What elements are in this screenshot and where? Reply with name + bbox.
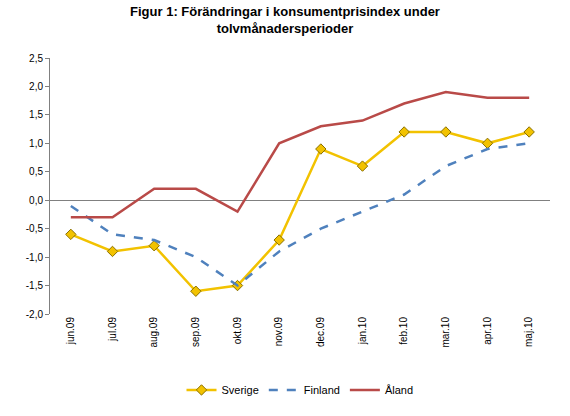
svg-text:Sverige: Sverige <box>222 384 259 396</box>
svg-text:1,5: 1,5 <box>29 109 43 120</box>
svg-text:jun.09: jun.09 <box>65 317 76 346</box>
svg-text:feb.10: feb.10 <box>398 317 409 345</box>
svg-text:Åland: Åland <box>385 384 413 396</box>
svg-text:jul.09: jul.09 <box>107 317 118 342</box>
svg-text:-1,5: -1,5 <box>26 280 44 291</box>
svg-text:0,0: 0,0 <box>29 195 43 206</box>
svg-text:maj.10: maj.10 <box>523 317 534 347</box>
svg-text:1,0: 1,0 <box>29 138 43 149</box>
svg-text:aug.09: aug.09 <box>148 317 159 348</box>
svg-text:okt.09: okt.09 <box>232 317 243 345</box>
svg-text:Finland: Finland <box>304 384 340 396</box>
svg-text:dec.09: dec.09 <box>315 317 326 347</box>
svg-text:Figur 1: Förändringar i konsum: Figur 1: Förändringar i konsumentprisind… <box>130 4 440 36</box>
svg-text:-2,0: -2,0 <box>26 309 44 320</box>
svg-text:0,5: 0,5 <box>29 166 43 177</box>
svg-text:-0,5: -0,5 <box>26 223 44 234</box>
svg-text:2,0: 2,0 <box>29 81 43 92</box>
svg-text:nov.09: nov.09 <box>273 317 284 347</box>
svg-text:jan.10: jan.10 <box>357 317 368 346</box>
svg-text:2,5: 2,5 <box>29 53 43 64</box>
svg-text:apr.10: apr.10 <box>482 317 493 345</box>
svg-text:mar.10: mar.10 <box>440 317 451 348</box>
svg-text:-1,0: -1,0 <box>26 252 44 263</box>
svg-text:sep.09: sep.09 <box>190 317 201 347</box>
